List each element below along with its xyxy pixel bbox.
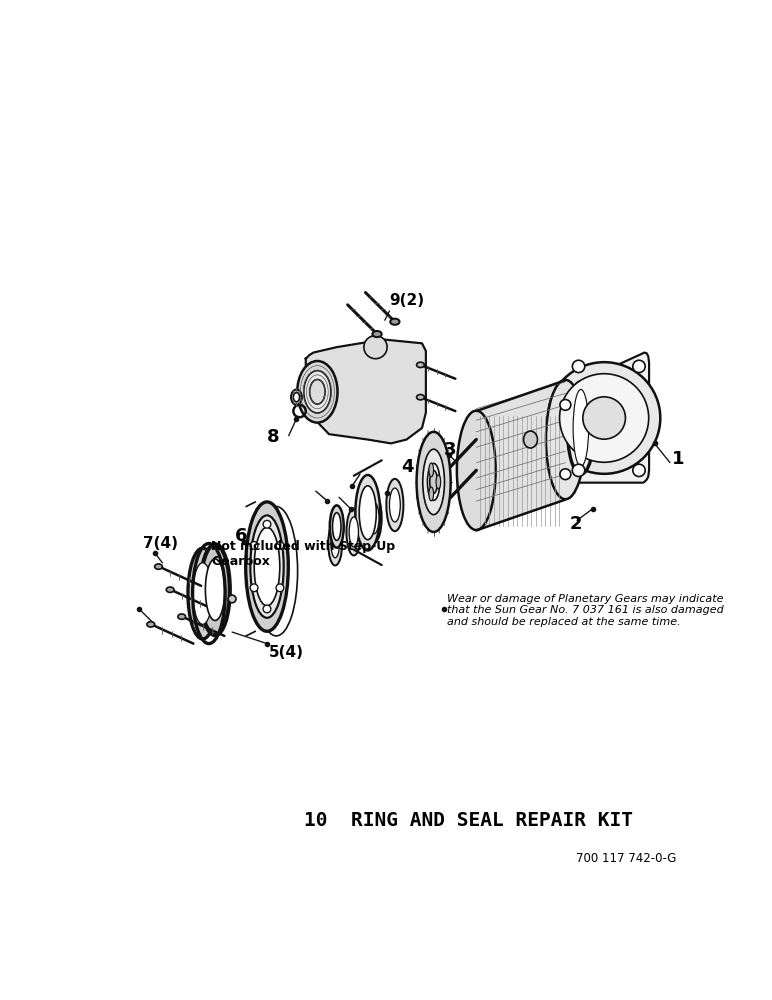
Ellipse shape	[328, 522, 342, 565]
Polygon shape	[306, 339, 426, 443]
Ellipse shape	[436, 475, 441, 489]
Ellipse shape	[567, 382, 594, 474]
Circle shape	[250, 542, 258, 549]
Text: 1: 1	[672, 450, 684, 468]
Text: 700 117 742-0-G: 700 117 742-0-G	[576, 852, 676, 865]
Ellipse shape	[293, 393, 300, 402]
Ellipse shape	[205, 559, 225, 620]
Ellipse shape	[372, 331, 381, 337]
Ellipse shape	[330, 505, 344, 548]
Ellipse shape	[347, 508, 361, 555]
Ellipse shape	[154, 564, 162, 569]
Ellipse shape	[560, 374, 648, 462]
Circle shape	[560, 400, 571, 410]
Ellipse shape	[245, 502, 288, 631]
Ellipse shape	[310, 379, 325, 404]
Ellipse shape	[369, 502, 379, 534]
Ellipse shape	[349, 517, 358, 547]
Text: 10  RING AND SEAL REPAIR KIT: 10 RING AND SEAL REPAIR KIT	[304, 811, 633, 830]
Circle shape	[633, 464, 645, 477]
Ellipse shape	[583, 397, 625, 439]
Ellipse shape	[364, 336, 387, 359]
Polygon shape	[476, 380, 565, 530]
Ellipse shape	[390, 319, 400, 325]
Circle shape	[572, 360, 584, 373]
Ellipse shape	[457, 411, 496, 530]
Circle shape	[263, 605, 271, 613]
Ellipse shape	[331, 529, 340, 558]
Ellipse shape	[417, 395, 425, 400]
Circle shape	[263, 520, 271, 528]
Circle shape	[276, 584, 284, 592]
Ellipse shape	[304, 371, 331, 413]
Ellipse shape	[429, 463, 434, 477]
Ellipse shape	[573, 389, 588, 466]
Ellipse shape	[430, 470, 438, 493]
Circle shape	[276, 542, 284, 549]
Ellipse shape	[355, 475, 380, 550]
Polygon shape	[569, 353, 649, 483]
Ellipse shape	[423, 449, 445, 515]
Ellipse shape	[389, 488, 401, 522]
Ellipse shape	[429, 487, 434, 501]
Text: 6: 6	[235, 527, 247, 545]
Ellipse shape	[417, 432, 451, 532]
Ellipse shape	[359, 486, 376, 540]
Text: 9(2): 9(2)	[389, 293, 425, 308]
Ellipse shape	[417, 362, 425, 368]
Ellipse shape	[297, 361, 337, 423]
Text: Wear or damage of Planetary Gears may indicate
that the Sun Gear No. 7 037 161 i: Wear or damage of Planetary Gears may in…	[447, 594, 723, 627]
Text: 2: 2	[569, 515, 582, 533]
Ellipse shape	[201, 544, 230, 635]
Ellipse shape	[147, 622, 154, 627]
Ellipse shape	[254, 527, 279, 606]
Ellipse shape	[366, 493, 381, 543]
Circle shape	[250, 584, 258, 592]
Ellipse shape	[291, 389, 302, 405]
Ellipse shape	[386, 479, 404, 531]
Ellipse shape	[250, 515, 283, 618]
Ellipse shape	[548, 362, 660, 474]
Text: 4: 4	[401, 458, 414, 476]
Ellipse shape	[523, 431, 537, 448]
Text: 8: 8	[267, 428, 279, 446]
Ellipse shape	[546, 380, 584, 499]
Ellipse shape	[333, 513, 341, 540]
Ellipse shape	[188, 548, 218, 639]
Text: 7(4): 7(4)	[143, 536, 178, 551]
Ellipse shape	[428, 463, 440, 500]
Circle shape	[572, 464, 584, 477]
Ellipse shape	[178, 614, 185, 619]
Text: 5(4): 5(4)	[269, 645, 303, 660]
Circle shape	[229, 595, 236, 603]
Text: 3: 3	[444, 441, 456, 459]
Ellipse shape	[193, 563, 212, 624]
Ellipse shape	[166, 587, 174, 592]
Circle shape	[633, 360, 645, 373]
Circle shape	[560, 469, 571, 480]
Text: Not included with Step-Up
Gearbox: Not included with Step-Up Gearbox	[212, 540, 395, 568]
